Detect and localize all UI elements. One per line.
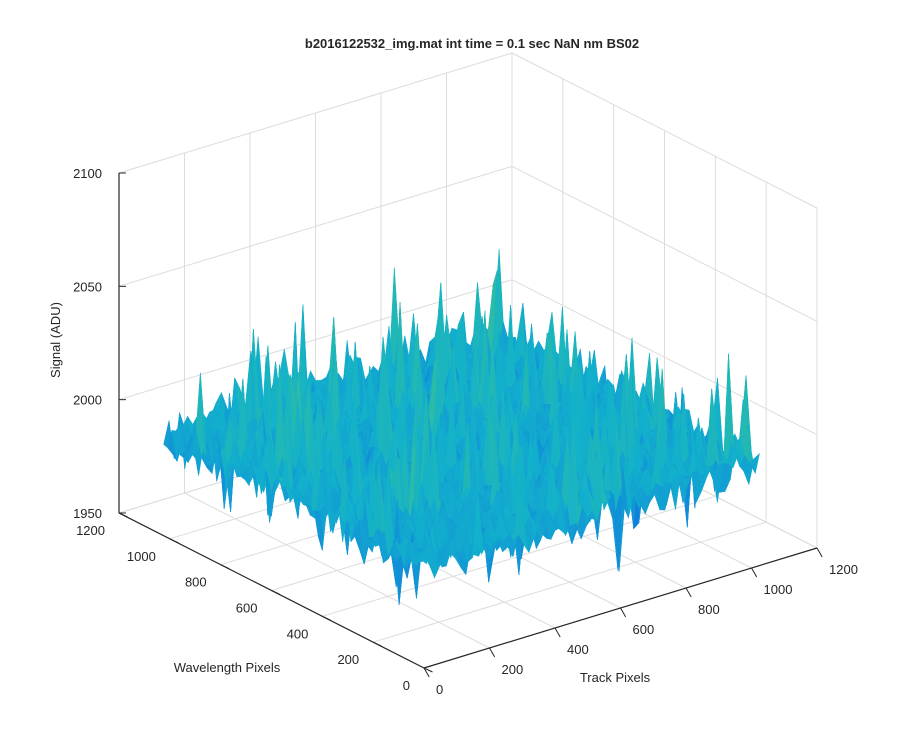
y-tick-label: 400	[287, 626, 309, 641]
y-tick-label: 1200	[76, 523, 105, 538]
x-tick-mark	[816, 547, 823, 558]
z-tick-label: 2000	[73, 393, 102, 408]
y-tick-label: 800	[185, 575, 207, 590]
y-tick-label: 0	[403, 678, 410, 693]
right-wall-grid-line	[511, 52, 818, 209]
x-tick-label: 600	[633, 622, 655, 637]
x-tick-label: 400	[567, 642, 589, 657]
y-tick-label: 600	[236, 601, 258, 616]
x-tick-label: 1200	[829, 562, 858, 577]
y-tick-mark	[118, 512, 128, 518]
floor-grid-line	[373, 521, 767, 643]
chart-title: b2016122532_img.mat int time = 0.1 sec N…	[305, 36, 639, 51]
tick-marks	[118, 172, 823, 678]
back-wall-grid-line	[118, 279, 513, 401]
y-tick-label: 1000	[127, 549, 156, 564]
x-tick-mark	[423, 667, 430, 678]
x-tick-mark	[554, 627, 561, 638]
back-wall-grid-line	[118, 165, 513, 287]
y-axis-label: Wavelength Pixels	[174, 660, 281, 675]
x-tick-mark	[751, 567, 758, 578]
right-wall-grid-line	[511, 165, 818, 322]
y-tick-mark	[372, 641, 382, 647]
x-tick-mark	[489, 647, 496, 658]
x-tick-mark	[620, 607, 627, 618]
back-wall-grid-line	[118, 52, 513, 174]
y-tick-mark	[169, 538, 179, 544]
tick-labels: 0 200 400 600 800 1000 1200 0 200 400 600 800 1000 12…	[73, 166, 858, 697]
x-tick-label: 0	[436, 682, 443, 697]
right-wall-grid-line	[511, 279, 818, 436]
surface-plot	[163, 248, 760, 605]
surface-patch	[749, 452, 760, 474]
x-tick-label: 800	[698, 602, 720, 617]
z-tick-label: 2050	[73, 279, 102, 294]
x-tick-mark	[685, 587, 692, 598]
y-tick-mark	[423, 667, 433, 673]
z-tick-label: 1950	[73, 506, 102, 521]
x-axis-label: Track Pixels	[580, 670, 651, 685]
x-tick-label: 1000	[764, 582, 793, 597]
y-tick-mark	[322, 615, 332, 621]
y-tick-mark	[220, 564, 230, 570]
y-tick-mark	[271, 590, 281, 595]
x-tick-label: 200	[502, 662, 524, 677]
z-axis-label: Signal (ADU)	[48, 302, 63, 378]
z-tick-label: 2100	[73, 166, 102, 181]
y-tick-label: 200	[337, 652, 359, 667]
